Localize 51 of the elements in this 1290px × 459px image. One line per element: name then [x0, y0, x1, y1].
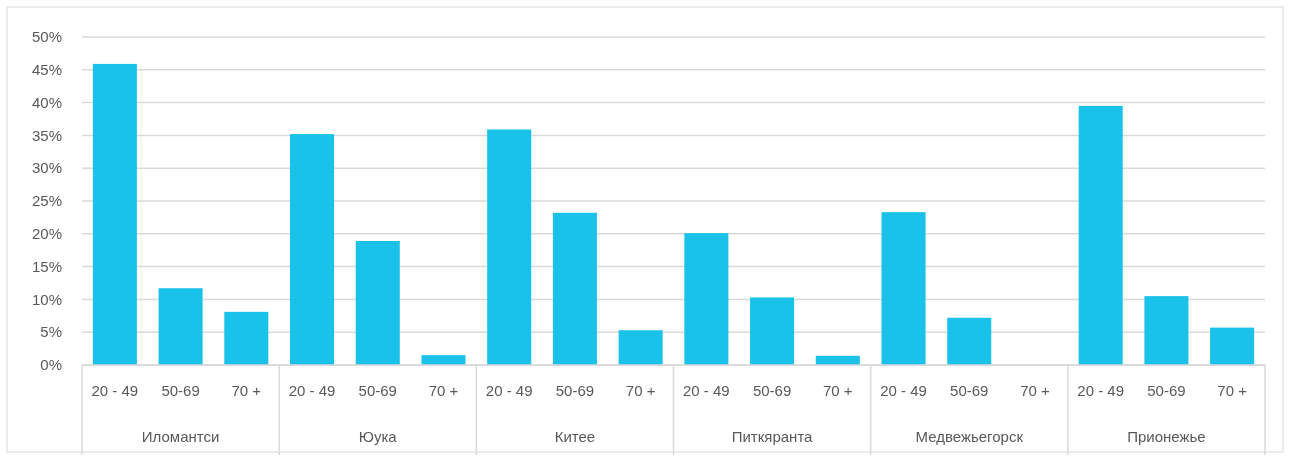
x-tick-label: 50-69: [161, 382, 200, 399]
bar: [1144, 296, 1189, 365]
y-tick-label: 40%: [31, 93, 62, 111]
y-tick-label: 35%: [31, 126, 62, 144]
bar: [1210, 327, 1255, 365]
bar: [224, 311, 269, 365]
bar: [618, 330, 663, 365]
bar: [750, 297, 795, 365]
x-tick-label: 20 - 49: [288, 382, 336, 399]
x-tick-label: 70 +: [625, 382, 656, 399]
text: Питкяранта: [731, 428, 814, 445]
x-tick-label: 50-69: [358, 382, 397, 399]
bar: [158, 288, 203, 365]
x-tick-label: 50-69: [950, 382, 989, 399]
text: Медвежьегорск: [915, 428, 1024, 445]
x-tick-label: 50-69: [555, 382, 595, 399]
bar: [684, 233, 729, 365]
text: Юука: [358, 428, 398, 445]
x-tick-label: 70 +: [1217, 382, 1248, 399]
y-tick-label: 5%: [40, 323, 62, 341]
y-tick-label: 0%: [40, 356, 62, 374]
y-tick-label: 10%: [31, 290, 62, 308]
bar: [355, 241, 400, 365]
text: Прионежье: [1127, 428, 1206, 445]
x-tick-label: 70 +: [822, 382, 853, 399]
text: Китее: [554, 428, 596, 445]
bar: [881, 212, 926, 365]
bar: [92, 63, 137, 365]
bar: [487, 129, 532, 365]
y-tick-label: 45%: [31, 61, 62, 79]
x-tick-label: 50-69: [752, 382, 792, 399]
text: Иломантси: [141, 428, 220, 445]
x-tick-label: 20 - 49: [1077, 382, 1125, 399]
y-tick-label: 30%: [31, 159, 62, 177]
bar: [552, 212, 597, 365]
x-tick-label: 20 - 49: [485, 382, 533, 399]
y-tick-label: 20%: [31, 225, 62, 243]
y-tick-label: 15%: [31, 257, 62, 275]
bar: [421, 355, 466, 365]
bar: [1078, 105, 1123, 365]
x-tick-label: 70 +: [1020, 382, 1051, 399]
x-tick-label: 70 +: [428, 382, 459, 399]
bar: [290, 134, 335, 365]
x-tick-label: 20 - 49: [880, 382, 927, 399]
y-tick-label: 50%: [31, 28, 62, 46]
x-tick-label: 70 +: [231, 382, 262, 399]
x-tick-label: 20 - 49: [683, 382, 730, 399]
x-tick-label: 20 - 49: [91, 382, 139, 399]
bar: [947, 317, 992, 365]
x-tick-label: 50-69: [1147, 382, 1186, 399]
y-tick-label: 25%: [31, 192, 62, 210]
